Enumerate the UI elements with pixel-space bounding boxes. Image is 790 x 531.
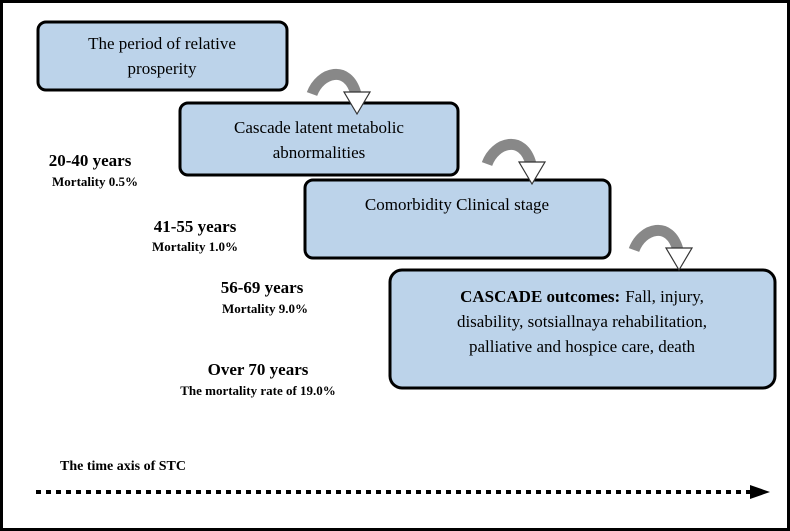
age-label: Over 70 years	[208, 360, 309, 379]
stage-text: Cascade latent metabolic	[234, 118, 404, 137]
stage-text: abnormalities	[273, 143, 366, 162]
age-label: 56-69 years	[221, 278, 304, 297]
time-axis-head	[750, 485, 770, 499]
curved-arrow	[306, 69, 372, 116]
stage-heading: CASCADE outcomes:	[460, 287, 620, 306]
curved-arrow	[481, 139, 547, 186]
stage-box	[36, 20, 289, 92]
stage-text: disability, sotsiallnaya rehabilitation,	[457, 312, 707, 331]
mortality-label: Mortality 0.5%	[52, 174, 138, 189]
curved-arrow	[628, 225, 694, 272]
stage-text: prosperity	[128, 59, 197, 78]
stage-text: Comorbidity Clinical stage	[365, 195, 549, 214]
stage-text-line: Fall, injury,	[625, 287, 704, 306]
axis-label: The time axis of STC	[60, 459, 186, 474]
stage-text: palliative and hospice care, death	[469, 337, 696, 356]
mortality-label: Mortality 1.0%	[152, 239, 238, 254]
stage-text: The period of relative	[88, 34, 236, 53]
stage-text: CASCADE outcomes: Fall, injury,	[460, 287, 704, 306]
stage-box	[178, 101, 460, 177]
stage-box	[388, 268, 777, 390]
age-label: 20-40 years	[49, 151, 132, 170]
mortality-label: The mortality rate of 19.0%	[180, 383, 336, 398]
mortality-label: Mortality 9.0%	[222, 301, 308, 316]
age-label: 41-55 years	[154, 217, 237, 236]
stage-box	[303, 178, 612, 260]
